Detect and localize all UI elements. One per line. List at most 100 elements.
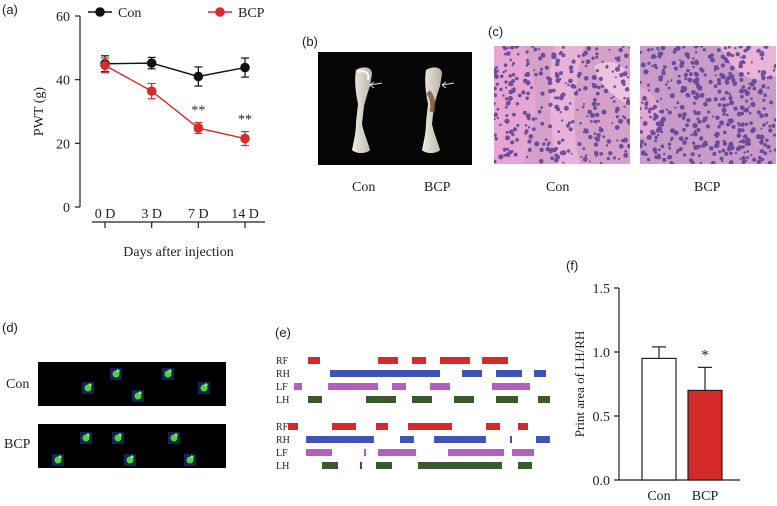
footprint-spot — [130, 455, 134, 459]
y-tick-label: 40 — [56, 74, 70, 89]
legend-label-bcp: BCP — [238, 6, 265, 21]
x-tick-label: BCP — [692, 489, 719, 504]
gait-stance-bar — [496, 396, 518, 403]
panel-label-f: (f) — [566, 258, 579, 273]
data-point-bcp — [240, 133, 250, 144]
y-axis-label: Print area of LH/RH — [572, 331, 587, 438]
gait-stance-bar — [364, 449, 366, 456]
panel-b-label-bcp: BCP — [424, 180, 451, 195]
gait-stance-bar — [454, 396, 474, 403]
x-tick-label: Con — [647, 489, 670, 504]
footprint-spot — [204, 383, 208, 387]
data-point-bcp — [146, 86, 157, 96]
y-axis-label: PWT (g) — [32, 87, 47, 136]
footprint-spot — [118, 433, 122, 437]
x-axis-label: Days after injection — [123, 245, 233, 260]
y-tick-label: 60 — [56, 10, 70, 25]
panel-c-label-con: Con — [546, 180, 570, 195]
bar-bcp — [687, 389, 723, 481]
series-line-bcp — [104, 64, 246, 140]
series-line-con — [104, 62, 246, 78]
gait-stance-bar — [308, 357, 320, 364]
gait-stance-bar — [536, 436, 550, 443]
gait-stance-bar — [294, 383, 302, 390]
gait-stance-bar — [518, 462, 532, 469]
data-point-con — [146, 58, 157, 68]
gait-stance-bar — [332, 423, 356, 430]
data-point-con — [240, 62, 250, 73]
gait-stance-bar — [418, 462, 502, 469]
x-tick-label: 3 D — [141, 207, 162, 222]
gait-stance-bar — [378, 449, 416, 456]
gait-stance-bar — [492, 383, 530, 390]
gait-stance-bar — [378, 357, 398, 364]
gait-stance-bar — [308, 396, 322, 403]
gait-row-label-rf: RF — [276, 422, 289, 433]
gait-row-label-rh: RH — [276, 369, 290, 380]
gait-stance-bar — [496, 370, 522, 377]
panel-label-a: (a) — [2, 2, 18, 17]
gait-stance-bar — [518, 423, 528, 430]
x-tick-label: 14 D — [231, 207, 259, 222]
gait-stance-bar — [510, 436, 512, 443]
panel-b-paw-photo — [318, 52, 472, 165]
panel-label-d: (d) — [2, 320, 18, 335]
panel-d-label-con: Con — [6, 377, 30, 392]
y-tick-label: 0.5 — [593, 410, 611, 425]
data-point-con — [193, 71, 204, 82]
gait-stance-bar — [330, 370, 440, 377]
y-tick-label: 0.0 — [593, 474, 611, 489]
y-tick-label: 20 — [56, 137, 70, 152]
gait-row-label-lf: LF — [276, 448, 288, 459]
gait-stance-bar — [434, 436, 486, 443]
gait-stance-bar — [360, 462, 362, 469]
footprint-spot — [138, 391, 142, 395]
gait-row-label-lh: LH — [276, 395, 289, 406]
gait-stance-bar — [306, 436, 374, 443]
gait-stance-bar — [512, 449, 534, 456]
y-tick-label: 1.5 — [593, 282, 611, 297]
footprint-spot — [168, 369, 172, 373]
gait-row-label-rf: RF — [276, 356, 289, 367]
panel-e-gait-diagram: RF RH LF LH RF RH LF LH — [276, 356, 550, 472]
gait-stance-bar — [440, 357, 470, 364]
gait-stance-bar — [408, 423, 452, 430]
data-point-bcp — [100, 60, 110, 71]
gait-stance-bar — [366, 396, 396, 403]
footprint-spot — [190, 455, 194, 459]
footprint-spot — [88, 383, 92, 387]
y-tick-label: 0 — [63, 201, 70, 216]
gait-stance-bar — [376, 462, 392, 469]
gait-stance-bar — [482, 357, 508, 364]
gait-stance-bar — [534, 370, 546, 377]
paw-image-illustration — [352, 67, 455, 153]
x-tick-label: 0 D — [95, 207, 116, 222]
gait-stance-bar — [328, 383, 378, 390]
panel-c-histology-con — [494, 46, 630, 164]
bar-con — [641, 357, 677, 481]
footprint-spot — [86, 433, 90, 437]
legend-label-con: Con — [118, 6, 141, 21]
panel-d-label-bcp: BCP — [4, 437, 31, 452]
x-tick-label: 7 D — [188, 207, 209, 222]
gait-row-label-rh: RH — [276, 435, 290, 446]
significance-label: ** — [191, 104, 205, 119]
significance-label: ** — [238, 113, 252, 128]
gait-stance-bar — [322, 462, 338, 469]
legend-marker — [215, 7, 225, 17]
significance-label: * — [701, 347, 709, 363]
panel-f-bar-chart: 0.0 0.5 1.0 1.5 Print area of LH/RH Con BCP * — [572, 282, 740, 504]
gait-row-label-lh: LH — [276, 461, 289, 472]
arrow-icon — [369, 81, 383, 89]
panel-b-label-con: Con — [352, 180, 376, 195]
panel-c-histology-bcp — [640, 46, 776, 164]
panel-a-line-chart: 0 20 40 60 PWT (g) 0 D 3 D 7 D 14 D Days after in… — [32, 6, 265, 260]
gait-stance-bar — [462, 370, 482, 377]
gait-stance-bar — [448, 449, 504, 456]
gait-row-label-lf: LF — [276, 382, 288, 393]
footprint-spot — [116, 369, 120, 373]
footprint-spot — [174, 433, 178, 437]
footprint-spot — [58, 455, 62, 459]
gait-stance-bar — [430, 383, 450, 390]
gait-stance-bar — [538, 396, 550, 403]
